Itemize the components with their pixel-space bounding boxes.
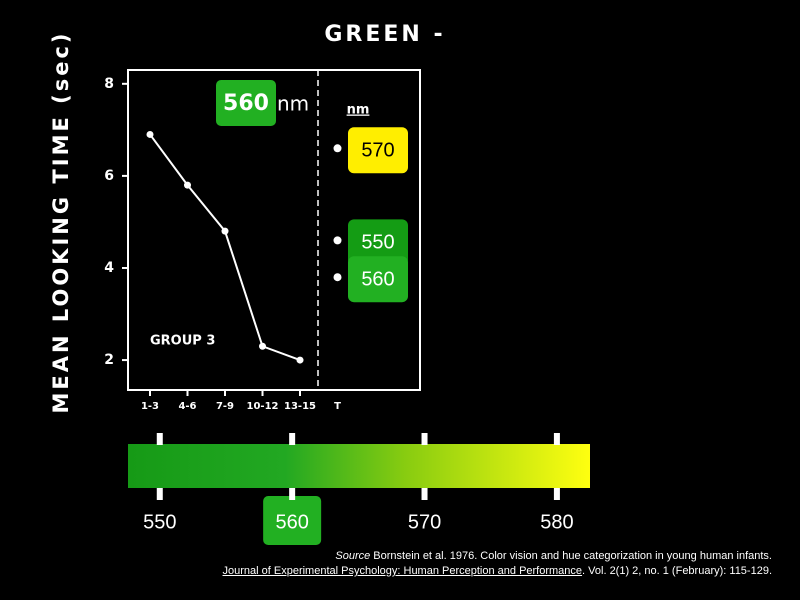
spectrum-tick [156,433,163,445]
test-label-box [348,219,408,266]
spectrum-tick-label: 580 [540,511,573,533]
spectrum-tick [289,488,296,500]
spectrum-tick-label: 550 [143,511,176,533]
x-tick-label: 10-12 [247,401,279,412]
data-point [146,130,154,138]
test-label: 570 [361,140,394,162]
y-tick-label: 6 [104,168,114,184]
spectrum-tick [421,488,428,500]
group-label: GROUP 3 [150,334,215,349]
y-tick-label: 2 [104,352,114,368]
spectrum-tick [289,433,296,445]
highlight-box [263,496,322,545]
annotation: 560 [223,91,269,116]
test-unit-label: nm [347,103,370,118]
spectrum-tick [553,488,560,500]
test-label: 550 [361,232,394,254]
x-tick-label: 13-15 [284,401,316,412]
spectrum-tick-label: 570 [408,511,441,533]
annotation-box [216,80,276,126]
test-point [333,144,342,153]
plot-frame [127,69,421,391]
source-journal: Journal of Experimental Psychology: Huma… [222,565,583,577]
y-axis-label: MEAN LOOKING TIME (sec) [49,30,73,413]
spectrum-tick [421,433,428,445]
x-tick-label: 4-6 [178,401,196,412]
y-tick-label: 4 [104,260,114,276]
test-label-box [348,256,408,303]
source: Source Bornstein et al. 1976. Color visi… [223,549,772,579]
spectrum-tick [156,488,163,500]
test-point [333,236,342,245]
y-tick-label: 8 [104,76,114,92]
data-point [221,227,229,235]
x-tick-label: 7-9 [216,401,234,412]
x-tick-label: T [334,401,341,412]
data-point [296,356,304,364]
data-line [149,133,301,362]
data-point [259,342,266,350]
test-label-box [348,127,408,174]
chart-title: GREEN - [324,22,445,47]
spectrum-tick [553,433,560,445]
source-details: . Vol. 2(1) 2, no. 1 (February): 115-129… [582,565,772,577]
source-text: Bornstein et al. 1976. Color vision and … [370,550,772,562]
data-point [184,181,191,189]
test-label: 560 [361,268,394,290]
annotation-unit: nm [277,92,309,116]
spectrum-tick-label: 560 [275,511,308,533]
x-tick-label: 1-3 [141,401,159,412]
source-lead: Source [335,550,371,562]
spectrum-bar [128,444,590,488]
test-point [333,273,342,282]
